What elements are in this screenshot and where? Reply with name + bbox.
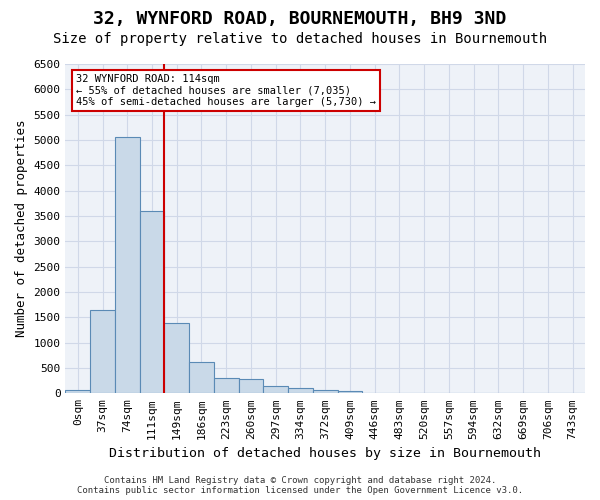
Bar bbox=[263, 386, 288, 394]
Bar bbox=[313, 390, 338, 394]
Bar bbox=[164, 323, 189, 394]
Bar bbox=[65, 390, 90, 394]
Bar bbox=[214, 378, 239, 394]
Bar bbox=[189, 362, 214, 394]
Y-axis label: Number of detached properties: Number of detached properties bbox=[15, 120, 28, 338]
Bar bbox=[140, 211, 164, 394]
Bar bbox=[338, 392, 362, 394]
Text: 32, WYNFORD ROAD, BOURNEMOUTH, BH9 3ND: 32, WYNFORD ROAD, BOURNEMOUTH, BH9 3ND bbox=[94, 10, 506, 28]
Text: 32 WYNFORD ROAD: 114sqm
← 55% of detached houses are smaller (7,035)
45% of semi: 32 WYNFORD ROAD: 114sqm ← 55% of detache… bbox=[76, 74, 376, 107]
Bar bbox=[288, 388, 313, 394]
X-axis label: Distribution of detached houses by size in Bournemouth: Distribution of detached houses by size … bbox=[109, 447, 541, 460]
Bar bbox=[90, 310, 115, 394]
Bar bbox=[115, 137, 140, 394]
Bar bbox=[362, 393, 387, 394]
Bar bbox=[239, 379, 263, 394]
Text: Size of property relative to detached houses in Bournemouth: Size of property relative to detached ho… bbox=[53, 32, 547, 46]
Text: Contains HM Land Registry data © Crown copyright and database right 2024.
Contai: Contains HM Land Registry data © Crown c… bbox=[77, 476, 523, 495]
